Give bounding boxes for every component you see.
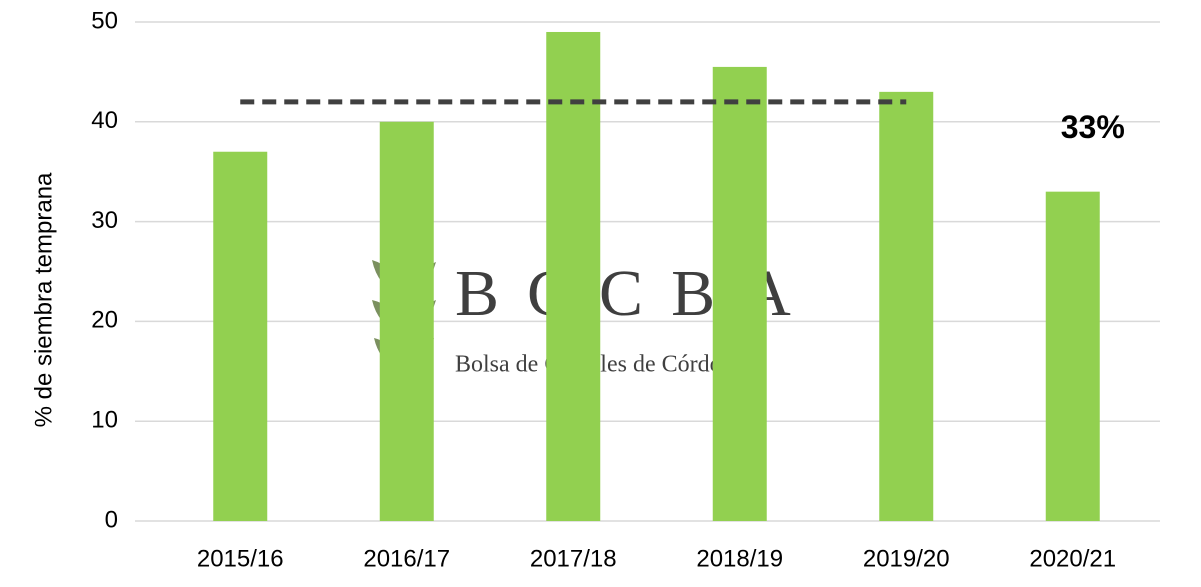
bar: [712, 66, 767, 521]
y-tick-label: 30: [91, 207, 118, 234]
bar: [213, 151, 268, 522]
x-tick-label: 2020/21: [1029, 545, 1116, 572]
x-tick-label: 2019/20: [863, 545, 950, 572]
y-tick-label: 0: [105, 506, 118, 533]
y-axis-label: % de siembra temprana: [30, 172, 57, 427]
bar: [546, 31, 601, 521]
x-tick-label: 2018/19: [696, 545, 783, 572]
x-tick-label: 2015/16: [197, 545, 284, 572]
grid: [135, 21, 1160, 522]
bar: [1045, 191, 1100, 521]
bar: [379, 121, 434, 522]
x-tick-label: 2017/18: [530, 545, 617, 572]
x-tick-label: 2016/17: [363, 545, 450, 572]
data-label: 33%: [1061, 109, 1125, 145]
y-tick-label: 50: [91, 7, 118, 34]
bar: [879, 91, 934, 522]
y-tick-label: 10: [91, 407, 118, 434]
y-tick-label: 20: [91, 307, 118, 334]
y-tick-label: 40: [91, 107, 118, 134]
